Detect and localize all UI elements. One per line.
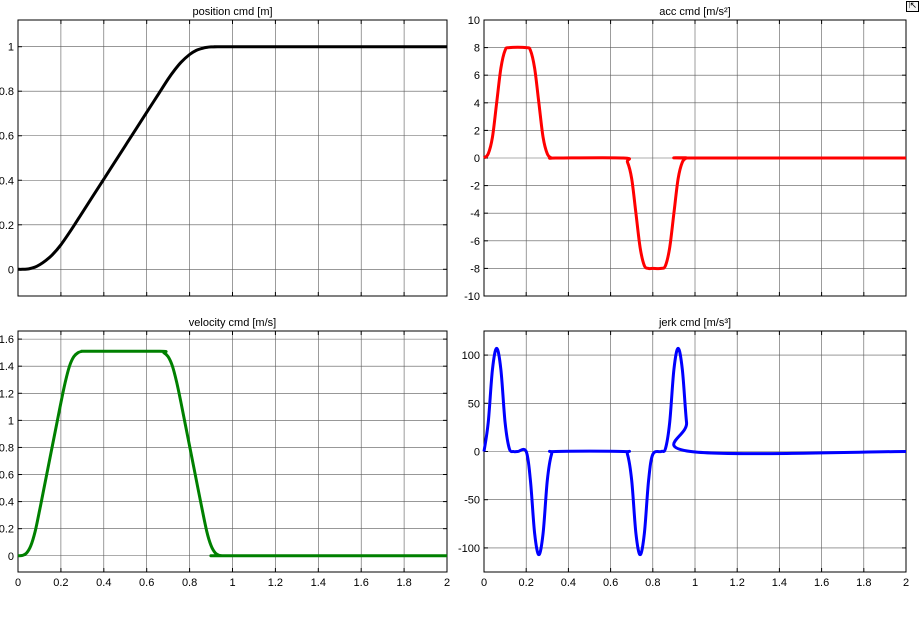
acc-ytick-label: 10: [468, 15, 480, 27]
jerk-series-line: [482, 346, 907, 557]
jerk-xtick-label: 1: [692, 577, 698, 589]
jerk-xtick-label: 1.2: [730, 577, 745, 589]
velocity-ytick-label: 1.2: [0, 388, 14, 400]
jerk-xtick-label: 0.2: [519, 577, 534, 589]
acc-ytick-label: -8: [470, 263, 480, 275]
acc-ytick-label: -2: [470, 181, 480, 193]
acc-axes: -10 -8 -6 -4 -2 0 2 4 6 8 10 acc cmd [m/s²]: [464, 6, 907, 303]
jerk-ytick-label: 50: [468, 398, 480, 410]
velocity-xtick-label: 0.4: [96, 577, 111, 589]
position-title: position cmd [m]: [192, 6, 272, 18]
velocity-ytick-label: 0.4: [0, 497, 14, 509]
jerk-title: jerk cmd [m/s³]: [658, 317, 731, 329]
velocity-ytick-label: 0: [8, 551, 14, 563]
velocity-xtick-label: 2: [444, 577, 450, 589]
acc-ytick-label: 0: [474, 153, 480, 165]
velocity-xtick-label: 1.8: [396, 577, 411, 589]
dock-arrow-icon: ⇱: [909, 1, 917, 11]
acc-ytick-label: -4: [470, 208, 480, 220]
jerk-xtick-label: 0.6: [603, 577, 618, 589]
position-ytick-label: 0.4: [0, 175, 14, 187]
acc-ytick-label: 6: [474, 70, 480, 82]
velocity-xtick-label: 0.2: [53, 577, 68, 589]
velocity-axes: 0 0.2 0.4 0.6 0.8 1 1.2 1.4 1.6 0 0.2 0.4 0.6 0.8 1 1.2…: [0, 317, 450, 589]
velocity-xtick-label: 1: [229, 577, 235, 589]
jerk-ytick-label: -100: [458, 543, 480, 555]
velocity-ytick-label: 0.8: [0, 442, 14, 454]
velocity-xtick-label: 0.6: [139, 577, 154, 589]
jerk-xtick-label: 1.4: [772, 577, 787, 589]
acc-title: acc cmd [m/s²]: [659, 6, 731, 18]
position-grid: [18, 20, 447, 296]
position-ytick-label: 0: [8, 264, 14, 276]
velocity-ytick-label: 1.4: [0, 361, 14, 373]
position-ytick-label: 0.8: [0, 86, 14, 98]
velocity-title: velocity cmd [m/s]: [189, 317, 276, 329]
jerk-ytick-label: 0: [474, 447, 480, 459]
velocity-ytick-label: 1.6: [0, 334, 14, 346]
position-ytick-label: 0.2: [0, 220, 14, 232]
jerk-axes: -100 -50 0 50 100 0 0.2 0.4 0.6 0.8 1 1.2 1.4 1.6 1.8 2…: [458, 317, 909, 589]
jerk-ytick-label: -50: [464, 495, 480, 507]
position-axes: 0 0.2 0.4 0.6 0.8 1 position cmd [m]: [0, 6, 448, 297]
velocity-ytick-label: 1: [8, 415, 14, 427]
velocity-ytick-label: 0.6: [0, 470, 14, 482]
jerk-xtick-label: 2: [903, 577, 909, 589]
acc-ytick-label: -10: [464, 291, 480, 303]
velocity-grid: [18, 331, 447, 572]
jerk-xtick-label: 1.6: [814, 577, 829, 589]
velocity-ytick-label: 0.2: [0, 524, 14, 536]
velocity-series-line: [17, 349, 447, 558]
acc-ytick-label: 8: [474, 43, 480, 55]
velocity-xtick-label: 1.2: [268, 577, 283, 589]
position-ytick-label: 0.6: [0, 131, 14, 143]
acc-series-line: [482, 45, 906, 271]
velocity-xtick-label: 1.6: [354, 577, 369, 589]
acc-ytick-label: 2: [474, 125, 480, 137]
position-series-line: [17, 45, 447, 271]
acc-ytick-label: 4: [474, 98, 480, 110]
jerk-xtick-label: 0: [481, 577, 487, 589]
acc-ytick-label: -6: [470, 236, 480, 248]
velocity-xtick-label: 0.8: [182, 577, 197, 589]
position-ytick-label: 1: [8, 42, 14, 54]
dock-figure-button[interactable]: ⇱: [906, 1, 919, 12]
velocity-xtick-label: 1.4: [311, 577, 326, 589]
jerk-xtick-label: 1.8: [856, 577, 871, 589]
jerk-ytick-label: 100: [462, 350, 480, 362]
jerk-xtick-label: 0.4: [561, 577, 576, 589]
jerk-xtick-label: 0.8: [645, 577, 660, 589]
velocity-xtick-label: 0: [15, 577, 21, 589]
